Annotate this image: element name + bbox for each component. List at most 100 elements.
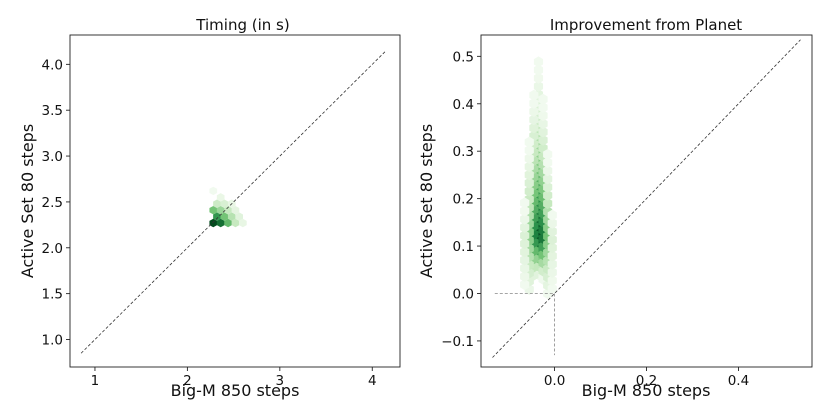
left-x-axis-label: Big-M 850 steps	[171, 381, 300, 400]
left-hex-cell	[224, 218, 232, 228]
left-hex-cell	[216, 193, 225, 202]
left-y-tick-label: 3.0	[42, 149, 63, 165]
right-y-ticks: −0.1 0.0 0.1 0.2 0.3 0.4 0.5	[441, 49, 481, 350]
right-hex-cell	[547, 209, 557, 221]
right-x-tick-label: 0.2	[636, 373, 657, 389]
right-panel: Improvement from Planet 0.0 0.2 0.4 −0.1 0.…	[417, 16, 813, 400]
right-hex-cell	[543, 173, 553, 185]
left-y-tick-label: 2.5	[42, 195, 63, 211]
right-y-tick-label: −0.1	[441, 334, 474, 350]
left-y-tick-label: 3.5	[42, 103, 63, 119]
right-y-tick-label: 0.1	[453, 239, 474, 255]
right-hex-cell	[547, 283, 557, 295]
right-hex-cell	[520, 230, 530, 242]
right-x-axis-label: Big-M 850 steps	[582, 381, 711, 400]
left-hex-cell	[216, 218, 225, 228]
left-y-axis-label: Active Set 80 steps	[18, 124, 37, 278]
left-hex-cell	[231, 205, 240, 215]
left-y-tick-label: 2.0	[42, 241, 63, 257]
left-hex-cell	[224, 205, 232, 215]
right-hex-cell	[529, 114, 539, 126]
left-hex-cell	[209, 186, 218, 196]
right-hex-cell	[533, 80, 544, 92]
right-hex-cell	[543, 181, 553, 193]
right-x-ticks: 0.0 0.2 0.4	[544, 367, 749, 389]
left-hex-cell	[239, 218, 247, 228]
right-hex-cell	[520, 279, 530, 291]
right-hex-cell	[524, 177, 534, 189]
right-hex-cell	[538, 101, 548, 113]
left-x-ticks: 1 2 3 4	[91, 367, 377, 389]
left-hex-cell	[227, 212, 236, 221]
right-hex-cell	[533, 64, 544, 76]
right-hex-cell	[524, 169, 534, 181]
left-hex-cell	[220, 212, 229, 221]
left-chart-title: Timing (in s)	[195, 16, 289, 34]
right-y-tick-label: 0.0	[453, 286, 474, 302]
right-hex-cell	[538, 110, 548, 122]
left-x-tick-label: 3	[276, 373, 285, 389]
left-y-tick-label: 4.0	[42, 57, 63, 73]
left-y-tick-label: 1.5	[42, 287, 63, 303]
right-hex-cell	[529, 106, 539, 117]
right-hex-cell	[547, 275, 557, 287]
right-x-tick-label: 0.0	[544, 373, 565, 389]
right-x-tick-label: 0.4	[728, 373, 749, 389]
right-hex-cell	[524, 161, 534, 173]
left-hex-cell	[216, 205, 225, 215]
right-hex-cell	[524, 185, 534, 197]
right-y-tick-label: 0.5	[453, 49, 474, 65]
right-hex-cell	[533, 72, 544, 84]
right-hex-cell	[543, 189, 553, 201]
right-hex-cell	[524, 153, 534, 164]
right-hex-cell	[533, 56, 544, 68]
left-x-tick-label: 4	[368, 373, 377, 389]
right-hex-cell	[520, 262, 530, 274]
left-hex-cell	[220, 199, 229, 208]
right-y-tick-label: 0.3	[453, 144, 474, 160]
right-y-axis-label: Active Set 80 steps	[417, 124, 436, 278]
left-panel: Timing (in s) 1 2 3 4 1.0 1.5 2.0 2.5 3.0 3.5 4.0…	[18, 16, 401, 400]
right-hex-cell	[529, 97, 539, 109]
left-y-ticks: 1.0 1.5 2.0 2.5 3.0 3.5 4.0	[42, 57, 70, 348]
left-hex-cell	[235, 212, 243, 221]
right-hex-cell	[538, 126, 548, 138]
left-x-tick-label: 2	[183, 373, 192, 389]
right-hex-cell	[547, 234, 557, 246]
right-hex-cell	[547, 242, 557, 254]
right-hex-cell	[547, 258, 557, 270]
right-chart-title: Improvement from Planet	[550, 16, 742, 34]
left-hex-cell	[231, 218, 240, 228]
right-y-tick-label: 0.2	[453, 192, 474, 208]
right-hex-cell	[520, 197, 530, 209]
right-hex-cell	[520, 213, 530, 225]
left-hexbin-cells	[209, 186, 247, 228]
right-hex-cell	[520, 271, 530, 282]
left-x-tick-label: 1	[91, 373, 100, 389]
right-hex-cell	[547, 266, 557, 278]
right-hex-cell	[547, 217, 557, 229]
right-hex-cell	[520, 221, 530, 233]
right-hex-cell	[538, 118, 548, 130]
right-hex-cell	[520, 238, 530, 250]
right-hex-cell	[543, 165, 553, 177]
right-hexbin-cells	[520, 56, 557, 299]
right-hex-cell	[547, 250, 557, 262]
right-hex-cell	[547, 226, 557, 237]
left-diagonal-line	[80, 50, 387, 354]
right-hex-cell	[520, 205, 530, 217]
right-hex-cell	[529, 122, 539, 134]
right-hex-cell	[520, 246, 530, 258]
right-y-tick-label: 0.4	[453, 97, 474, 113]
right-hex-cell	[538, 93, 548, 105]
left-hex-cell	[213, 212, 221, 221]
right-hex-cell	[543, 157, 553, 169]
right-hex-cell	[524, 136, 534, 148]
right-hex-cell	[529, 89, 539, 101]
right-hex-cell	[524, 144, 534, 156]
left-plot-frame	[69, 34, 401, 368]
right-diagonal-line	[492, 39, 801, 358]
right-hex-cell	[538, 134, 548, 146]
left-hex-cell	[209, 205, 218, 215]
